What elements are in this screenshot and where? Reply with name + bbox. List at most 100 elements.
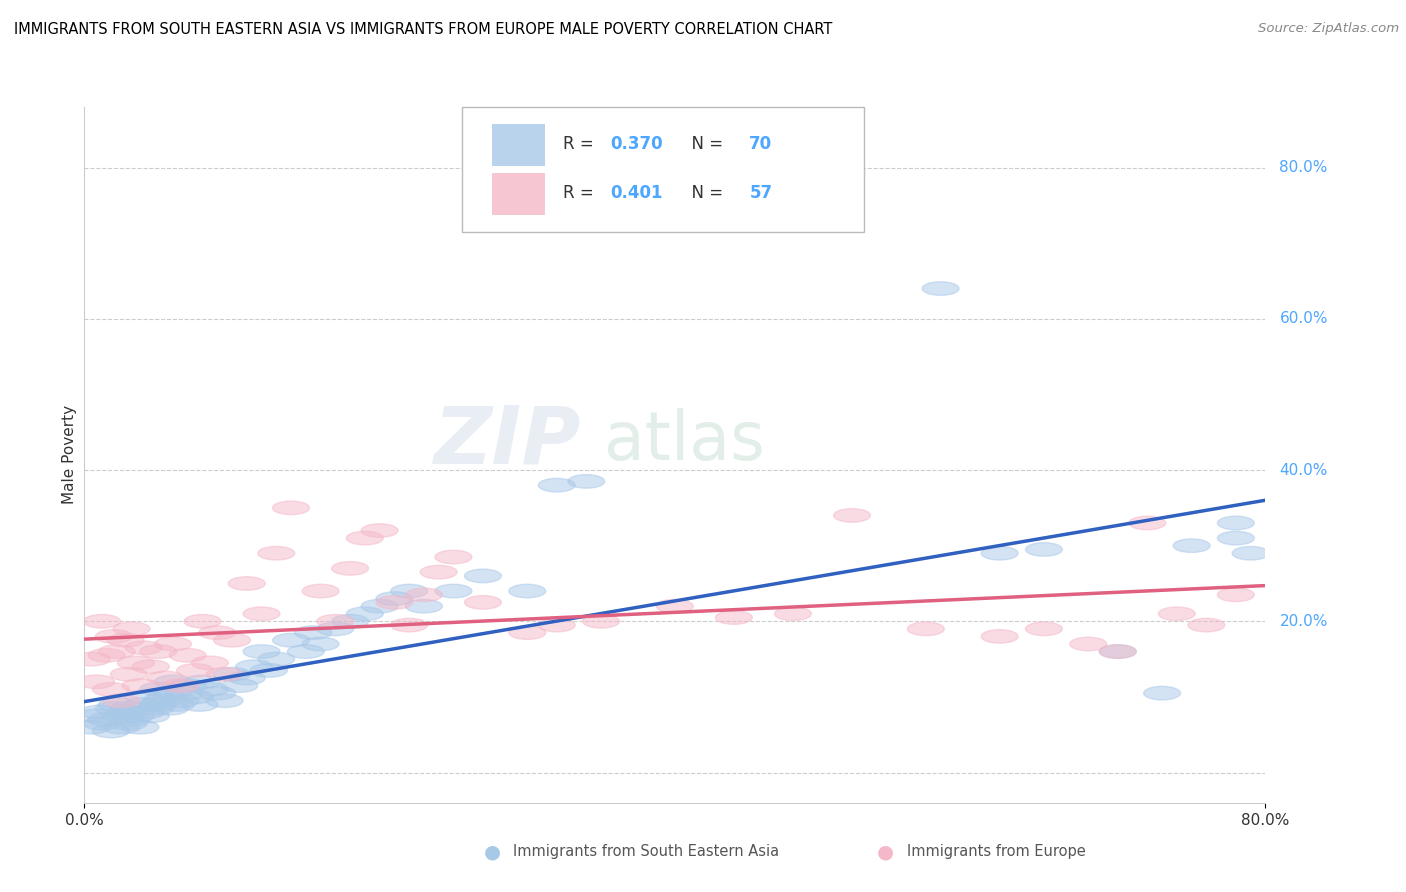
Ellipse shape <box>907 622 945 636</box>
Ellipse shape <box>420 566 457 579</box>
Ellipse shape <box>1218 588 1254 601</box>
Text: 20.0%: 20.0% <box>1279 614 1327 629</box>
Ellipse shape <box>405 588 443 601</box>
FancyBboxPatch shape <box>492 173 546 215</box>
Ellipse shape <box>302 637 339 651</box>
Ellipse shape <box>93 682 129 696</box>
Text: Source: ZipAtlas.com: Source: ZipAtlas.com <box>1258 22 1399 36</box>
Ellipse shape <box>89 713 125 726</box>
Ellipse shape <box>181 698 218 711</box>
Ellipse shape <box>155 675 191 689</box>
Ellipse shape <box>125 641 162 655</box>
Ellipse shape <box>228 577 266 591</box>
Text: N =: N = <box>681 184 728 202</box>
Ellipse shape <box>142 694 180 707</box>
Ellipse shape <box>1129 516 1166 530</box>
Ellipse shape <box>257 547 295 560</box>
Ellipse shape <box>346 607 384 621</box>
Ellipse shape <box>1159 607 1195 621</box>
Ellipse shape <box>243 645 280 658</box>
Ellipse shape <box>214 667 250 681</box>
Ellipse shape <box>83 615 121 628</box>
Ellipse shape <box>103 709 139 723</box>
Ellipse shape <box>125 690 162 704</box>
Text: 70: 70 <box>749 135 772 153</box>
Ellipse shape <box>136 701 174 715</box>
Ellipse shape <box>775 607 811 621</box>
Text: IMMIGRANTS FROM SOUTH EASTERN ASIA VS IMMIGRANTS FROM EUROPE MALE POVERTY CORREL: IMMIGRANTS FROM SOUTH EASTERN ASIA VS IM… <box>14 22 832 37</box>
Ellipse shape <box>509 584 546 598</box>
Text: N =: N = <box>681 135 728 153</box>
Ellipse shape <box>1099 645 1136 658</box>
Ellipse shape <box>221 679 257 692</box>
Ellipse shape <box>83 716 121 731</box>
Ellipse shape <box>112 713 150 726</box>
Ellipse shape <box>1232 547 1270 560</box>
Ellipse shape <box>110 667 148 681</box>
Text: ●: ● <box>877 842 894 862</box>
Text: ZIP: ZIP <box>433 402 581 480</box>
Ellipse shape <box>273 633 309 647</box>
Ellipse shape <box>184 675 221 689</box>
Ellipse shape <box>122 721 159 734</box>
Ellipse shape <box>332 562 368 575</box>
Ellipse shape <box>568 475 605 488</box>
Y-axis label: Male Poverty: Male Poverty <box>62 405 77 505</box>
Ellipse shape <box>98 645 135 658</box>
Ellipse shape <box>191 657 228 670</box>
Ellipse shape <box>169 679 207 692</box>
Ellipse shape <box>98 698 135 711</box>
Ellipse shape <box>434 550 472 564</box>
Text: atlas: atlas <box>605 408 765 474</box>
Text: 0.401: 0.401 <box>610 184 662 202</box>
Ellipse shape <box>118 709 155 723</box>
Ellipse shape <box>538 478 575 492</box>
Ellipse shape <box>107 633 145 647</box>
Ellipse shape <box>1173 539 1211 552</box>
Ellipse shape <box>96 630 132 643</box>
Ellipse shape <box>198 686 236 700</box>
Ellipse shape <box>228 671 266 685</box>
Ellipse shape <box>243 607 280 621</box>
Ellipse shape <box>103 694 139 707</box>
Ellipse shape <box>93 724 129 738</box>
Ellipse shape <box>162 694 198 707</box>
Ellipse shape <box>166 686 204 700</box>
Ellipse shape <box>191 682 228 696</box>
Ellipse shape <box>287 645 325 658</box>
Ellipse shape <box>139 682 177 696</box>
Ellipse shape <box>250 664 287 677</box>
Ellipse shape <box>207 694 243 707</box>
Ellipse shape <box>538 618 575 632</box>
Text: R =: R = <box>562 184 599 202</box>
Ellipse shape <box>139 698 177 711</box>
Ellipse shape <box>716 611 752 624</box>
Ellipse shape <box>316 615 354 628</box>
Ellipse shape <box>1099 645 1136 658</box>
Ellipse shape <box>125 698 162 711</box>
Ellipse shape <box>361 599 398 613</box>
Text: 80.0%: 80.0% <box>1279 160 1327 175</box>
Ellipse shape <box>834 508 870 522</box>
Ellipse shape <box>346 532 384 545</box>
Ellipse shape <box>257 652 295 666</box>
Ellipse shape <box>73 721 110 734</box>
Ellipse shape <box>332 615 368 628</box>
Ellipse shape <box>96 701 132 715</box>
Ellipse shape <box>295 626 332 640</box>
Text: R =: R = <box>562 135 599 153</box>
Ellipse shape <box>184 615 221 628</box>
Ellipse shape <box>169 648 207 662</box>
Ellipse shape <box>110 701 148 715</box>
Ellipse shape <box>657 599 693 613</box>
Ellipse shape <box>434 584 472 598</box>
Ellipse shape <box>132 709 169 723</box>
Ellipse shape <box>1025 622 1063 636</box>
Text: 0.370: 0.370 <box>610 135 662 153</box>
Ellipse shape <box>214 633 250 647</box>
Ellipse shape <box>177 664 214 677</box>
Ellipse shape <box>981 547 1018 560</box>
Ellipse shape <box>405 599 443 613</box>
Ellipse shape <box>73 652 110 666</box>
Ellipse shape <box>273 501 309 515</box>
